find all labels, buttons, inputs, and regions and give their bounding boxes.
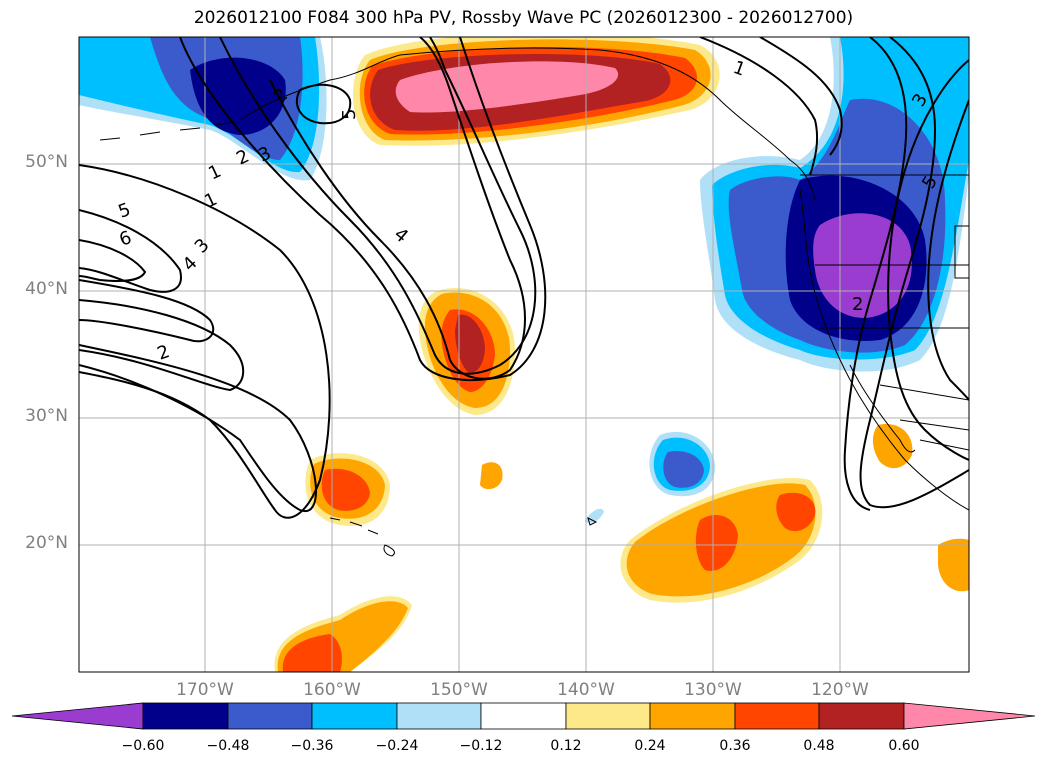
lon-label-130w: 130°W: [684, 680, 742, 700]
colorbar-swatch: [565, 702, 651, 730]
contour-trough-1: [269, 37, 526, 380]
pv-contours: [79, 37, 969, 519]
colorbar-tick: 0.24: [634, 738, 666, 754]
gridlines: [79, 37, 969, 672]
coastlines: [99, 47, 969, 557]
pos-anomaly-se: [938, 538, 969, 592]
colorbar-tick: 0.36: [719, 738, 751, 754]
pos-anomaly-subtrop-3: [695, 515, 738, 571]
contour-2-western: [79, 344, 317, 513]
colorbar-extend-low: [11, 702, 144, 730]
hawaii-islands: [329, 517, 395, 557]
colorbar-swatch: [142, 702, 229, 730]
colorbar-tick: 0.48: [803, 738, 835, 754]
contour-label: 2: [155, 341, 173, 365]
contour-label: 6: [117, 227, 135, 251]
contour-label: 2: [852, 294, 863, 315]
pos-anomaly-small: [480, 462, 503, 490]
lat-label-20n: 20°N: [25, 533, 68, 553]
contour-label: 1: [730, 57, 748, 81]
state-borders: [800, 174, 969, 329]
colorbar-tick: −0.12: [459, 738, 503, 754]
contour-trough-2: [219, 37, 537, 375]
pos-anomaly-gulf-5: [395, 61, 619, 113]
lon-label-170w: 170°W: [176, 680, 234, 700]
contour-east-2: [887, 59, 969, 461]
contour-4-western: [79, 279, 215, 343]
lon-label-160w: 160°W: [303, 680, 361, 700]
baja-peninsula: [849, 364, 916, 453]
colorbar-tick: −0.36: [290, 738, 334, 754]
contour-trough-3: [179, 37, 547, 381]
lon-label-120w: 120°W: [811, 680, 869, 700]
pos-anomaly-south-3: [282, 634, 342, 672]
lat-label-30n: 30°N: [25, 406, 68, 426]
contour-ridge-1: [699, 37, 819, 176]
pos-anomaly-subtrop-4: [776, 492, 816, 532]
lat-label-50n: 50°N: [25, 152, 68, 172]
colorbar-extend-high: [903, 702, 1036, 730]
map-title: 2026012100 F084 300 hPa PV, Rossby Wave …: [193, 8, 854, 28]
colorbar-tick: −0.24: [375, 738, 419, 754]
colorbar-swatch: [227, 702, 313, 730]
map-frame: [78, 36, 970, 673]
contour-ridge-2: [759, 37, 843, 156]
colorbar-swatch: [818, 702, 905, 730]
contour-label: 4: [179, 253, 202, 276]
west-coast: [799, 189, 969, 511]
contour-label: 1: [201, 189, 220, 213]
lon-label-140w: 140°W: [557, 680, 615, 700]
colorbar-tick: 0.60: [888, 738, 920, 754]
alaska-coast: [239, 47, 816, 201]
contour-3-western: [79, 299, 245, 392]
neg-anomaly-small-3: [663, 450, 704, 488]
lon-label-150w: 150°W: [430, 680, 488, 700]
contour-label: 5: [116, 199, 134, 223]
pos-anomaly-central-4: [455, 314, 485, 373]
contour-label: 3: [191, 235, 214, 258]
colorbar-swatch: [396, 702, 482, 730]
contour-east-1: [927, 99, 969, 401]
colorbar-swatch: [311, 702, 398, 730]
neg-anomaly-nw-4: [190, 57, 286, 135]
contour-6-western: [79, 239, 147, 282]
aleutian-islands: [99, 121, 236, 141]
contour-east-3: [859, 37, 969, 509]
colorbar: [11, 702, 1036, 730]
colorbar-swatch: [480, 702, 567, 730]
contour-5-western: [79, 209, 182, 293]
colorbar-swatch: [734, 702, 820, 730]
colorbar-tick: −0.48: [206, 738, 250, 754]
contour-1-western: [79, 164, 331, 519]
colorbar-tick: 0.12: [550, 738, 582, 754]
small-island: [587, 517, 598, 526]
contour-small-closed: [295, 83, 352, 125]
colorbar-swatch: [649, 702, 736, 730]
shading-layer: [79, 37, 969, 672]
lat-label-40n: 40°N: [25, 279, 68, 299]
contour-label: 5: [339, 109, 360, 120]
contour-label: 4: [390, 224, 412, 247]
colorbar-tick: −0.60: [121, 738, 165, 754]
contour-east-4: [843, 37, 908, 511]
pos-anomaly-hawaii-3: [321, 468, 370, 511]
